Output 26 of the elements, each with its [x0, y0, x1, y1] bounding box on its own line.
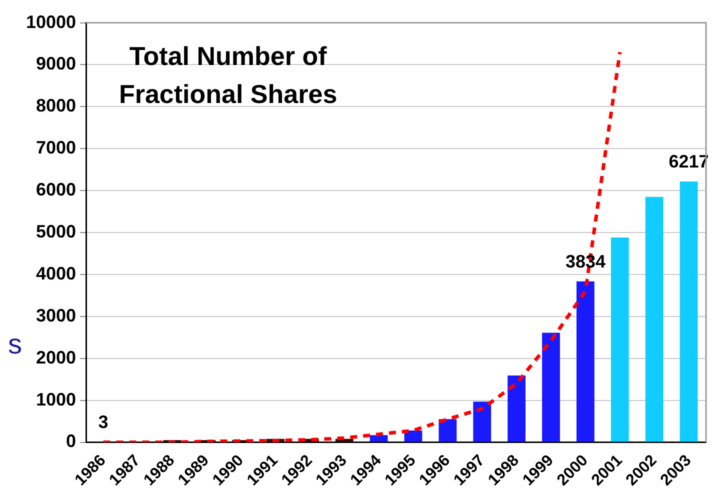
y-tick-label: 0	[66, 431, 76, 452]
y-tick-label: 4000	[36, 263, 76, 284]
y-tick-label: 9000	[36, 54, 76, 74]
y-tick-label: 7000	[36, 138, 76, 158]
y-tick-label: 2000	[36, 347, 76, 368]
bar	[610, 238, 629, 442]
y-tick-label: 6000	[36, 180, 76, 200]
data-label: 3	[98, 412, 108, 432]
data-label: 3834	[565, 251, 606, 272]
bar	[680, 181, 698, 442]
y-tick-label: 5000	[36, 221, 76, 242]
y-tick-label: 10000	[26, 12, 76, 32]
bar	[645, 196, 664, 442]
bar	[508, 376, 526, 442]
bar	[370, 435, 388, 442]
bar	[576, 281, 594, 442]
y-tick-label: 3000	[36, 305, 76, 326]
bar	[542, 332, 560, 442]
text: Total Number of Fractional Shares	[118, 40, 338, 109]
y-tick-label: 8000	[36, 96, 76, 116]
bar	[473, 402, 492, 442]
bar	[438, 419, 457, 442]
bar	[404, 430, 422, 442]
y-axis-title: s	[8, 328, 22, 360]
data-label: 6217	[668, 151, 709, 172]
y-tick-label: 1000	[36, 389, 76, 410]
